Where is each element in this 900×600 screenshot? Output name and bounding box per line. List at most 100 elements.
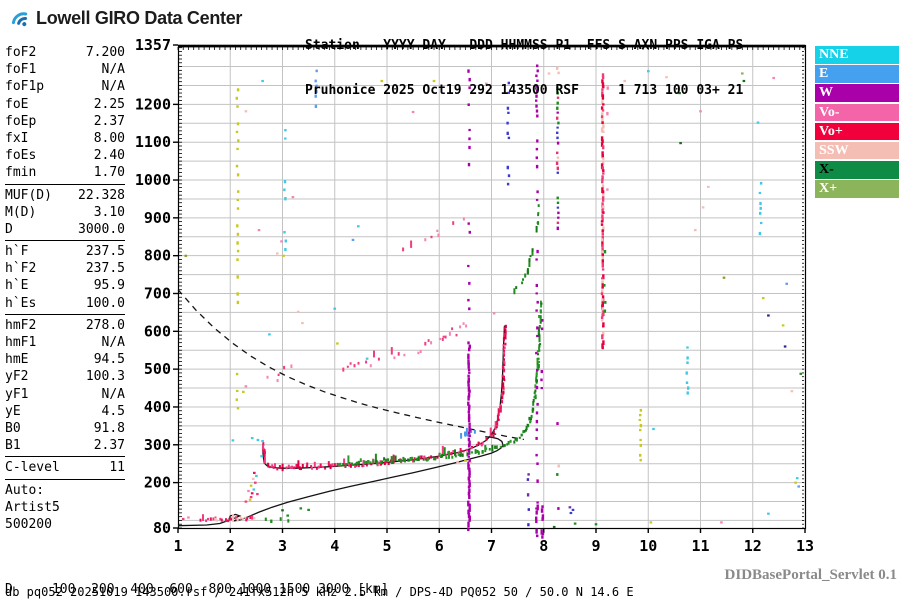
svg-text:7: 7 xyxy=(487,537,496,555)
svg-text:80: 80 xyxy=(153,519,171,537)
param-value: 4.5 xyxy=(101,403,125,419)
param-label: h`E xyxy=(5,278,29,294)
scaled-parameters-panel: foF2 7.200 foF1 N/A foF1p N/A foE 2.25 foEp 2.37 f… xyxy=(5,44,125,533)
param-label: hmE xyxy=(5,352,29,368)
svg-text:6: 6 xyxy=(435,537,444,555)
param-row-foF1p: foF1p N/A xyxy=(5,78,125,95)
param-label: hmF1 xyxy=(5,335,37,350)
servlet-version-label: DIDBasePortal_Servlet 0.1 xyxy=(724,567,897,583)
param-value: 1.70 xyxy=(93,165,125,181)
autoscaling-info-line: Artist5 xyxy=(5,499,60,515)
param-value: 3.10 xyxy=(93,204,125,220)
param-label: C-level xyxy=(5,460,60,476)
param-row-foEp: foEp 2.37 xyxy=(5,113,125,130)
param-label: B1 xyxy=(5,438,21,454)
param-value: 278.0 xyxy=(85,317,125,333)
param-value: 100.0 xyxy=(85,295,125,311)
logo-text: Lowell GIRO Data Center xyxy=(36,7,243,28)
svg-text:10: 10 xyxy=(639,537,657,555)
legend-item-X: X- xyxy=(815,161,899,179)
param-separator xyxy=(5,456,125,458)
svg-text:2: 2 xyxy=(226,537,235,555)
svg-text:1200: 1200 xyxy=(135,95,171,113)
param-row-B1: B1 2.37 xyxy=(5,437,125,454)
param-label: foF1 xyxy=(5,62,37,78)
param-value: 94.5 xyxy=(93,352,125,368)
header-values-line: Pruhonice 2025 Oct19 292 143500 RSF 1 71… xyxy=(305,83,744,98)
svg-text:13: 13 xyxy=(796,537,814,555)
param-value: 3000.0 xyxy=(78,221,125,237)
param-row-B0: B0 91.8 xyxy=(5,420,125,437)
autoscaling-info-line: 500200 xyxy=(5,516,52,532)
param-row-hEs: h`Es 100.0 xyxy=(5,295,125,312)
header-columns-line: Station YYYY DAY DDD HHMMSS P1 FFS S AXN… xyxy=(305,38,744,53)
svg-text:1100: 1100 xyxy=(135,133,171,151)
param-row-hF: h`F 237.5 xyxy=(5,243,125,260)
param-value: 2.37 xyxy=(93,438,125,454)
param-label: yF1 xyxy=(5,386,29,402)
param-label: M(D) xyxy=(5,204,37,220)
param-row-MUFD: MUF(D) 22.328 xyxy=(5,187,125,204)
svg-text:700: 700 xyxy=(144,284,171,302)
svg-text:12: 12 xyxy=(744,537,762,555)
param-value: 2.40 xyxy=(93,148,125,164)
param-label: fxI xyxy=(5,130,29,146)
param-separator xyxy=(5,478,125,480)
legend-item-Vo: Vo- xyxy=(815,103,899,122)
param-row-fxI: fxI 8.00 xyxy=(5,130,125,147)
svg-text:200: 200 xyxy=(144,474,171,492)
param-row-D: D 3000.0 xyxy=(5,221,125,238)
svg-text:500: 500 xyxy=(144,360,171,378)
param-row-yF1: yF1 N/A xyxy=(5,386,125,403)
autoscaling-info-line: Auto: xyxy=(5,482,45,498)
param-label: D xyxy=(5,221,13,237)
param-label: h`Es xyxy=(5,295,37,311)
param-label: foEp xyxy=(5,113,37,129)
param-row-fmin: fmin 1.70 xyxy=(5,164,125,181)
param-separator xyxy=(5,183,125,185)
distance-row: D 100 200 400 600 800 1000 1500 3000 [km… xyxy=(5,582,389,597)
param-row-yE: yE 4.5 xyxy=(5,403,125,420)
muf-distance-table: D 100 200 400 600 800 1000 1500 3000 [km… xyxy=(5,556,396,600)
param-value: 95.9 xyxy=(93,278,125,294)
param-row-hmE: hmE 94.5 xyxy=(5,351,125,368)
param-value: N/A xyxy=(101,386,125,402)
param-row-foE: foE 2.25 xyxy=(5,96,125,113)
param-label: foE xyxy=(5,96,29,112)
svg-text:1357: 1357 xyxy=(135,36,171,54)
svg-text:9: 9 xyxy=(591,537,600,555)
giro-wave-icon xyxy=(11,12,28,27)
param-value: N/A xyxy=(101,79,125,95)
param-row-hmF1: hmF1 N/A xyxy=(5,334,125,351)
svg-text:400: 400 xyxy=(144,398,171,416)
param-value: 100.3 xyxy=(85,369,125,385)
param-label: MUF(D) xyxy=(5,187,52,203)
param-label: foEs xyxy=(5,148,37,164)
param-value: 7.200 xyxy=(85,45,125,60)
param-label: fmin xyxy=(5,165,37,181)
param-row-MD: M(D) 3.10 xyxy=(5,204,125,221)
svg-text:800: 800 xyxy=(144,247,171,265)
param-row-hE: h`E 95.9 xyxy=(5,277,125,294)
param-value: 22.328 xyxy=(78,187,125,203)
param-value: N/A xyxy=(101,62,125,78)
param-row-foF2: foF2 7.200 xyxy=(5,44,125,61)
svg-text:900: 900 xyxy=(144,209,171,227)
param-label: foF2 xyxy=(5,45,37,60)
param-row-foF1: foF1 N/A xyxy=(5,61,125,78)
param-label: h`F2 xyxy=(5,261,37,277)
param-separator xyxy=(5,240,125,242)
svg-text:600: 600 xyxy=(144,322,171,340)
param-value: 8.00 xyxy=(93,130,125,146)
param-value: 237.5 xyxy=(85,261,125,277)
svg-text:3: 3 xyxy=(278,537,287,555)
legend-item-Vo: Vo+ xyxy=(815,122,899,141)
param-separator xyxy=(5,313,125,315)
param-label: yE xyxy=(5,403,21,419)
param-label: yF2 xyxy=(5,369,29,385)
svg-text:8: 8 xyxy=(539,537,548,555)
svg-text:1000: 1000 xyxy=(135,171,171,189)
param-row-yF2: yF2 100.3 xyxy=(5,368,125,385)
